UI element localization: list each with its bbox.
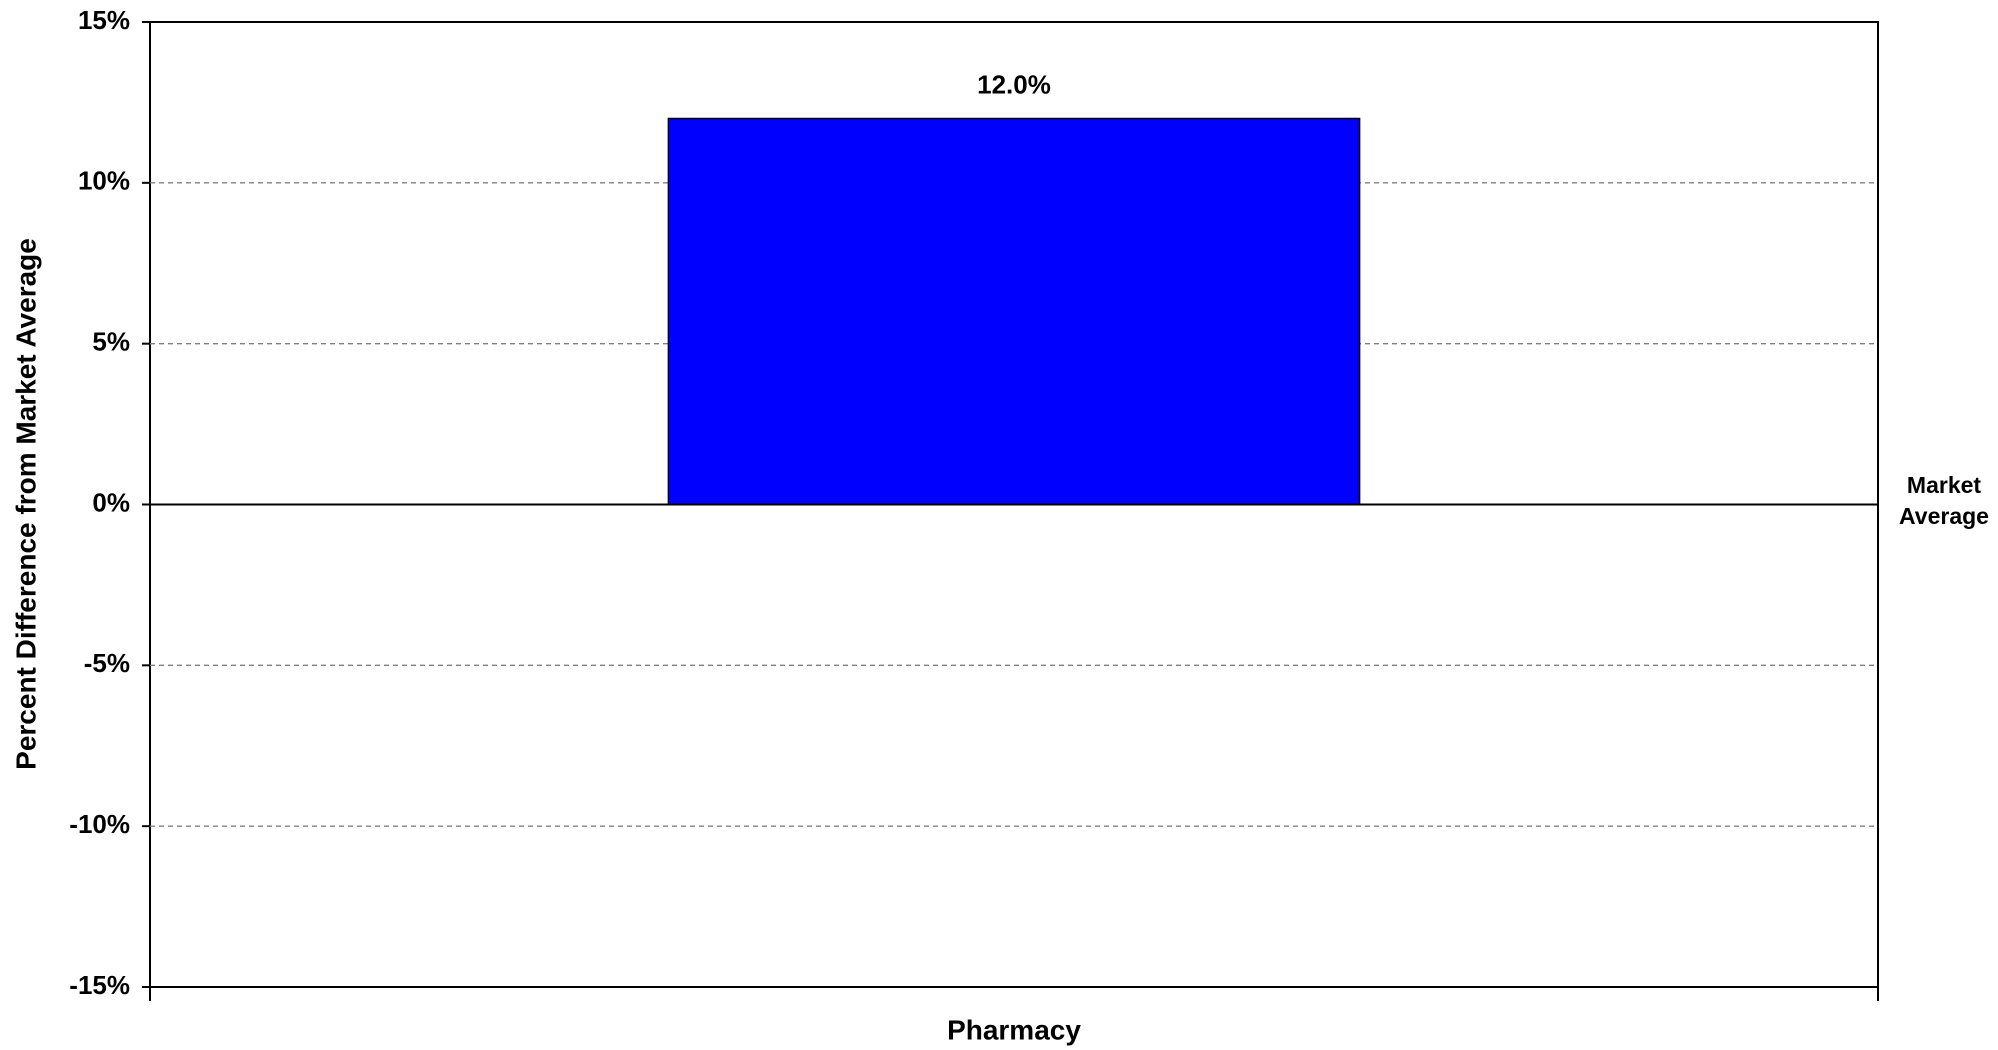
x-tick-label: Pharmacy xyxy=(947,1014,1081,1045)
y-axis-label: Percent Difference from Market Average xyxy=(10,238,41,770)
data-label: 12.0% xyxy=(977,69,1051,99)
y-tick-label: 10% xyxy=(78,166,130,196)
bar xyxy=(667,117,1361,506)
y-tick-label: -10% xyxy=(69,809,130,839)
y-tick-label: 0% xyxy=(92,487,130,517)
y-tick-label: 5% xyxy=(92,327,130,357)
y-tick-label: -15% xyxy=(69,970,130,1000)
reference-line-label: Market Average xyxy=(1899,472,1989,529)
y-tick-label: 15% xyxy=(78,5,130,35)
y-tick-label: -5% xyxy=(84,648,130,678)
